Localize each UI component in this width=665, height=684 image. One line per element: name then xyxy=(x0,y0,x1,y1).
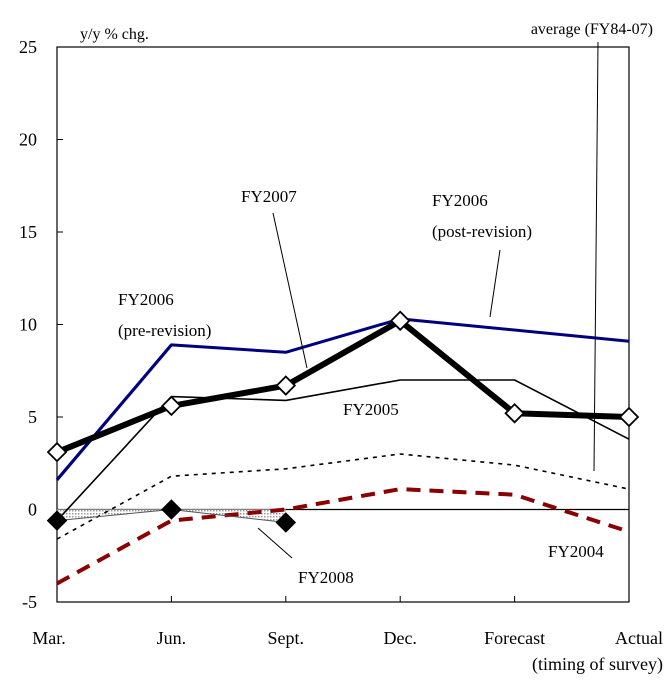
y-tick-label: 15 xyxy=(19,222,37,242)
x-tick-label: Dec. xyxy=(383,628,416,648)
label-fy2006-pre-line1: FY2006 xyxy=(118,290,174,309)
x-tick-label: Forecast xyxy=(484,628,545,648)
marker-layer xyxy=(46,310,640,533)
y-tick-label: 5 xyxy=(28,407,37,427)
y-tick-label: 0 xyxy=(28,500,37,520)
y-tick-label: 25 xyxy=(19,37,37,57)
y-tick-label: 20 xyxy=(19,130,37,150)
series-fy2007-point xyxy=(504,403,525,424)
series-layer xyxy=(55,317,630,586)
y-tick-label: 10 xyxy=(19,315,37,335)
series-fy2004-line xyxy=(56,487,630,586)
series-fy2008-point xyxy=(46,510,68,531)
x-tick-label: Actual xyxy=(615,628,663,648)
annotation-leaders xyxy=(257,41,599,559)
series-fy2006-post-revision-line xyxy=(55,317,630,481)
series-average-fy84-07-line xyxy=(56,453,630,540)
x-axis-label: (timing of survey) xyxy=(532,654,663,675)
series-fy2008-area xyxy=(57,509,286,523)
series-fy2007-point xyxy=(618,406,640,428)
x-axis-tick-labels: Mar. Jun. Sept. Dec. Forecast Actual xyxy=(32,628,663,648)
x-tick-label: Mar. xyxy=(32,628,66,648)
series-fy2007-line xyxy=(55,317,630,455)
series-fy2007-point xyxy=(389,310,411,332)
leader-fy2006-post xyxy=(489,249,501,318)
series-fy2008-point xyxy=(275,512,297,533)
x-axis-ticks xyxy=(56,596,630,602)
leader-fy2008 xyxy=(257,527,293,559)
label-fy2006-post-line2: (post-revision) xyxy=(432,222,532,241)
series-fy2007-point xyxy=(46,441,68,463)
label-fy2008: FY2008 xyxy=(298,568,354,587)
leader-average xyxy=(593,41,599,472)
series-fy2005-line xyxy=(56,379,630,522)
leader-fy2007 xyxy=(272,212,308,369)
label-fy2006-pre-line2: (pre-revision) xyxy=(118,321,211,340)
y-tick-label: -5 xyxy=(22,592,37,612)
label-fy2007: FY2007 xyxy=(241,187,297,206)
series-fy2007-point xyxy=(161,395,182,417)
x-tick-label: Jun. xyxy=(157,628,187,648)
series-fy2007-point xyxy=(275,375,297,396)
label-fy2004: FY2004 xyxy=(548,542,604,561)
label-average: average (FY84-07) xyxy=(531,21,653,38)
label-fy2006-post-line1: FY2006 xyxy=(432,191,488,210)
series-fy2008-point xyxy=(161,499,182,520)
label-fy2005: FY2005 xyxy=(343,400,399,419)
y-axis-label: y/y % chg. xyxy=(80,26,149,43)
x-tick-label: Sept. xyxy=(268,628,305,648)
y-axis-tick-labels: -5 0 5 10 15 20 25 xyxy=(19,37,37,612)
